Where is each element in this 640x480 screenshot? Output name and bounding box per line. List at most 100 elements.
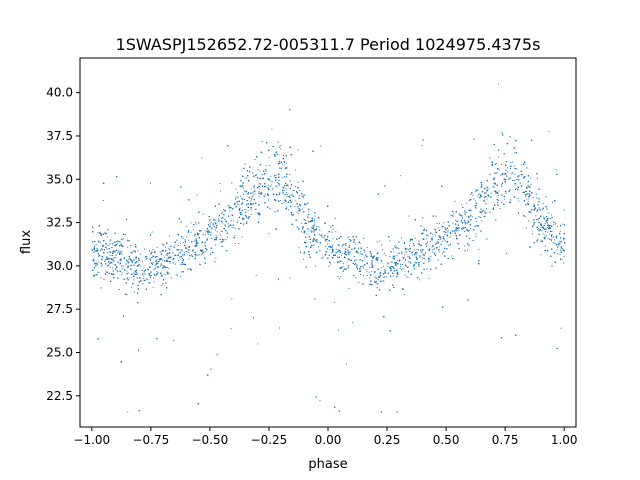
data-point [235, 188, 237, 190]
data-point [536, 197, 538, 199]
data-point [173, 340, 175, 342]
data-point [298, 194, 300, 196]
data-point [404, 256, 406, 258]
data-point [544, 234, 546, 236]
data-point [269, 185, 271, 187]
data-point [278, 184, 280, 186]
data-point [130, 286, 132, 288]
data-point [149, 273, 150, 274]
data-point [332, 228, 334, 230]
data-point [363, 275, 364, 277]
data-point [225, 238, 227, 240]
data-point [121, 272, 123, 274]
data-point [398, 260, 400, 262]
data-point [169, 252, 171, 253]
data-point [261, 178, 263, 180]
data-point [183, 242, 185, 244]
data-point [143, 248, 145, 250]
data-point [497, 156, 499, 158]
data-point [188, 239, 190, 241]
data-point [431, 246, 433, 248]
data-point [364, 257, 366, 259]
data-point [230, 328, 232, 330]
data-point [93, 258, 95, 260]
data-point [342, 263, 344, 265]
data-point [443, 251, 445, 253]
data-point [299, 208, 301, 210]
data-point [416, 254, 418, 256]
data-point [310, 241, 311, 243]
data-point [301, 222, 303, 224]
data-point [127, 411, 129, 413]
data-point [180, 249, 182, 251]
data-point [291, 214, 292, 216]
data-point [244, 209, 246, 211]
data-point [223, 210, 225, 212]
data-point [397, 247, 399, 249]
data-point [268, 184, 270, 186]
data-point [364, 251, 366, 253]
data-point [300, 231, 302, 233]
data-point [165, 267, 167, 268]
data-point [169, 246, 171, 248]
data-point [214, 221, 216, 223]
data-point [121, 274, 123, 276]
data-point [555, 223, 556, 225]
data-point [240, 195, 242, 197]
data-point [376, 287, 378, 288]
data-point [376, 241, 378, 243]
data-point [98, 241, 100, 243]
data-point [447, 244, 449, 246]
data-point [518, 200, 520, 202]
data-point [490, 192, 492, 194]
data-point [320, 145, 322, 147]
data-point [214, 219, 216, 221]
data-point [260, 192, 262, 194]
data-point [521, 186, 523, 188]
data-point [419, 245, 421, 247]
data-point [202, 213, 204, 215]
data-point [228, 204, 230, 206]
data-point [259, 178, 261, 180]
data-point [447, 230, 449, 232]
data-point [553, 242, 555, 243]
data-point [141, 273, 143, 275]
data-point [149, 276, 151, 278]
data-point [143, 270, 145, 272]
data-point [493, 182, 495, 184]
data-point [464, 230, 465, 232]
data-point [152, 262, 154, 264]
data-point [307, 233, 309, 235]
data-point [310, 229, 312, 231]
data-point [116, 241, 118, 242]
data-point [518, 179, 520, 181]
data-point [142, 274, 143, 276]
data-point [430, 240, 432, 242]
data-point [194, 221, 196, 223]
data-point [425, 243, 427, 245]
data-point [233, 220, 235, 222]
data-point [284, 199, 286, 201]
data-point [267, 207, 268, 209]
data-point [547, 218, 549, 220]
data-point [554, 243, 556, 245]
data-point [279, 200, 281, 201]
data-point [559, 240, 561, 242]
data-point [326, 248, 328, 250]
data-point [135, 257, 136, 259]
data-point [371, 270, 373, 272]
data-point [178, 260, 180, 262]
data-point [116, 265, 118, 267]
data-point [563, 255, 565, 257]
data-point [474, 200, 476, 202]
data-point [343, 244, 345, 246]
data-point [180, 242, 181, 244]
data-point [549, 238, 550, 240]
data-point [383, 280, 385, 282]
data-point [107, 229, 109, 231]
data-point [121, 265, 122, 267]
data-point [418, 279, 420, 281]
data-point [470, 193, 472, 195]
data-point [314, 222, 316, 224]
data-point [106, 257, 108, 259]
